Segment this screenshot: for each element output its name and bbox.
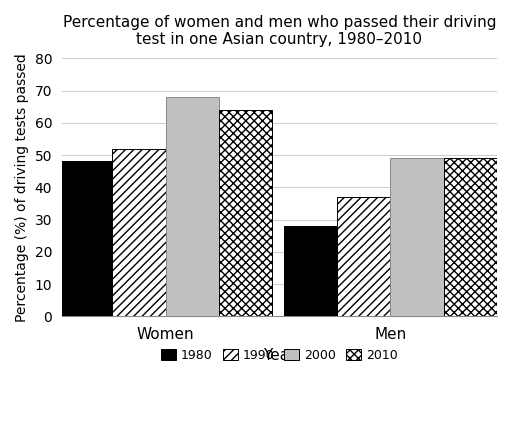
Bar xyxy=(337,197,390,316)
Bar xyxy=(284,226,337,316)
X-axis label: Year: Year xyxy=(263,348,296,363)
Bar xyxy=(59,162,113,316)
Legend: 1980, 1990, 2000, 2010: 1980, 1990, 2000, 2010 xyxy=(156,344,403,367)
Bar xyxy=(444,158,497,316)
Bar xyxy=(113,149,166,316)
Y-axis label: Percentage (%) of driving tests passed: Percentage (%) of driving tests passed xyxy=(15,53,29,322)
Bar xyxy=(219,110,272,316)
Bar xyxy=(166,97,219,316)
Title: Percentage of women and men who passed their driving
test in one Asian country, : Percentage of women and men who passed t… xyxy=(62,15,496,47)
Bar xyxy=(390,158,444,316)
